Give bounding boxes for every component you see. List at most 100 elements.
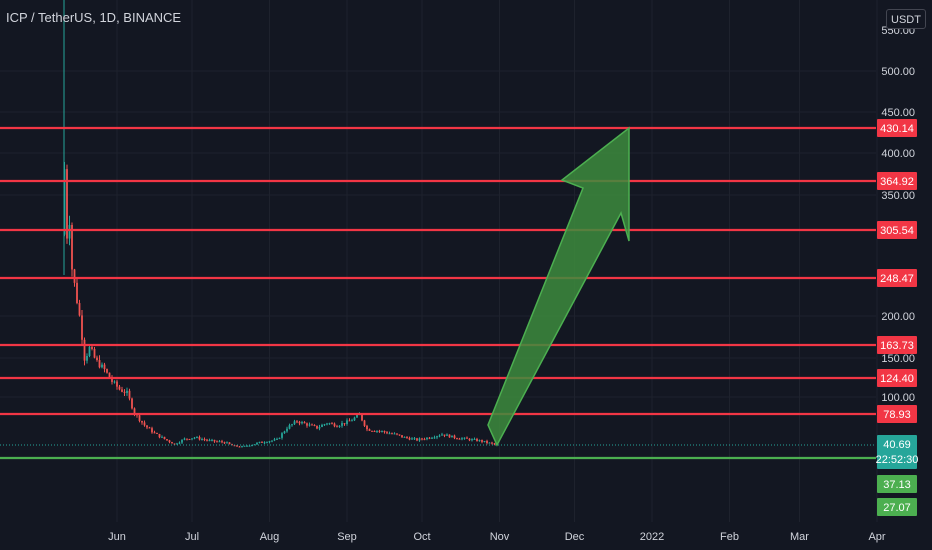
candle-body — [363, 420, 366, 426]
candle-body — [188, 439, 191, 441]
candle-body — [148, 427, 151, 429]
candle-body — [168, 440, 171, 443]
candle-body — [66, 169, 68, 239]
resistance-label: 364.92 — [880, 176, 914, 188]
candle-body — [353, 417, 356, 421]
x-tick-label: Jul — [185, 531, 199, 543]
chart-grid — [0, 0, 878, 522]
candle-body — [406, 436, 408, 438]
candle-body — [333, 423, 336, 427]
candle-series — [63, 0, 498, 448]
candle-body — [183, 438, 186, 440]
candle-body — [98, 360, 101, 368]
candle-body — [248, 445, 251, 447]
candle-body — [143, 422, 146, 426]
support-label-bg — [877, 498, 917, 516]
candle-body — [336, 426, 338, 428]
candle-body — [171, 442, 173, 444]
candle-body — [301, 422, 303, 424]
x-tick-label: Feb — [720, 531, 739, 543]
candle-body — [261, 441, 263, 443]
candle-body — [321, 424, 323, 427]
candle-body — [381, 431, 383, 433]
candle-body — [463, 437, 466, 439]
resistance-label-bg — [877, 369, 917, 387]
candle-body — [243, 445, 246, 447]
candle-body — [191, 438, 193, 440]
candle-body — [231, 444, 233, 446]
candle-body — [493, 443, 496, 445]
candle-body — [436, 436, 438, 438]
x-tick-label: Mar — [790, 531, 809, 543]
candle-body — [133, 408, 136, 415]
candle-body — [446, 434, 448, 436]
support-label: 37.13 — [883, 479, 911, 491]
resistance-label-bg — [877, 221, 917, 239]
candle-body — [391, 433, 393, 435]
candle-body — [246, 445, 248, 447]
candle-body — [118, 386, 121, 390]
candle-body — [293, 421, 296, 425]
candle-body — [218, 441, 221, 443]
y-tick-label: 200.00 — [881, 311, 915, 323]
arrow-shape — [487, 126, 630, 447]
candle-body — [288, 425, 291, 429]
x-tick-label: Jun — [108, 531, 126, 543]
candle-body — [123, 391, 126, 393]
candle-body — [93, 348, 96, 358]
x-tick-label: Oct — [413, 531, 430, 543]
x-tick-label: Apr — [868, 531, 885, 543]
candle-body — [421, 438, 423, 440]
candle-body — [348, 420, 351, 422]
candle-body — [141, 420, 143, 423]
candle-body — [131, 398, 133, 409]
resistance-label-bg — [877, 119, 917, 137]
candle-body — [306, 423, 308, 426]
candle-body — [276, 438, 278, 440]
candle-body — [193, 437, 196, 439]
candle-body — [138, 415, 141, 421]
candle-body — [208, 440, 211, 442]
candle-body — [343, 423, 346, 425]
candle-body — [186, 438, 188, 440]
candle-body — [178, 442, 181, 444]
candle-body — [236, 445, 238, 447]
x-tick-label: 2022 — [640, 531, 664, 543]
candle-body — [181, 439, 183, 443]
candle-body — [393, 433, 396, 435]
candle-body — [378, 430, 381, 432]
candle-body — [268, 441, 271, 443]
candle-body — [271, 440, 273, 442]
candle-body — [458, 438, 461, 440]
x-tick-label: Dec — [565, 531, 585, 543]
candle-body — [128, 390, 131, 399]
candle-body — [341, 423, 343, 426]
time-axis: Jun Jul Aug Sep Oct Nov Dec 2022 Feb Mar Apr — [108, 531, 886, 543]
candle-body — [151, 428, 153, 433]
level-labels: 430.14 364.92 305.54 248.47 163.73 124.40 78.9… — [876, 119, 918, 516]
candle-body — [426, 437, 428, 440]
candle-body — [283, 431, 286, 434]
candle-body — [101, 364, 103, 368]
candle-body — [448, 434, 451, 438]
candle-body — [111, 377, 113, 382]
currency-button[interactable]: USDT — [886, 9, 926, 29]
candle-body — [108, 372, 111, 378]
candle-body — [408, 437, 411, 440]
candle-body — [253, 444, 256, 446]
candle-body — [388, 433, 391, 435]
resistance-label: 305.54 — [880, 225, 914, 237]
candle-body — [488, 442, 491, 444]
resistance-label: 78.93 — [883, 409, 911, 421]
x-tick-label: Nov — [490, 531, 510, 543]
resistance-label: 124.40 — [880, 373, 914, 385]
y-tick-label: 400.00 — [881, 148, 915, 160]
y-tick-label: 450.00 — [881, 107, 915, 119]
candle-body — [71, 224, 73, 270]
candle-body — [198, 437, 201, 440]
candle-body — [146, 425, 148, 428]
candle-body — [221, 441, 223, 443]
candle-body — [331, 423, 333, 425]
candle-body — [313, 424, 316, 426]
